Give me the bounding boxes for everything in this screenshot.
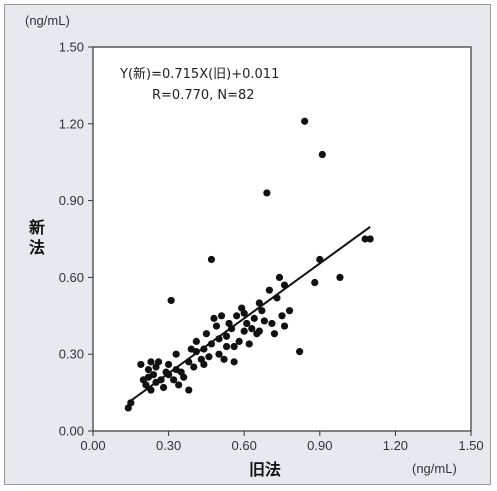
data-point [175, 381, 183, 389]
data-point [366, 235, 374, 243]
data-point [202, 330, 210, 338]
data-point [210, 314, 218, 322]
data-point [220, 355, 228, 363]
data-point [149, 371, 158, 379]
x-tick-label: 0.00 [80, 438, 105, 453]
data-point [159, 383, 168, 392]
data-point [260, 317, 268, 325]
data-point [280, 322, 289, 330]
y-tick-label: 0.00 [59, 424, 84, 439]
data-point [243, 319, 251, 328]
data-point [137, 360, 145, 369]
regression-line [127, 226, 371, 404]
regression-equation: Y(新)=0.715X(旧)+0.011 [119, 66, 279, 82]
y-tick-label: 0.30 [59, 347, 84, 362]
y-tick-label: 0.60 [59, 270, 84, 285]
data-point [336, 273, 344, 281]
data-point [255, 327, 263, 335]
data-point [230, 342, 238, 351]
data-point [245, 340, 253, 348]
data-point [240, 327, 248, 335]
data-point [172, 350, 180, 358]
data-point [217, 312, 226, 320]
data-point [222, 332, 231, 340]
data-point [240, 309, 248, 317]
data-point [275, 273, 284, 281]
data-point [142, 381, 150, 389]
data-point [154, 358, 163, 366]
data-point [207, 255, 216, 264]
data-point [233, 312, 241, 320]
data-point [301, 117, 309, 125]
data-point [311, 278, 319, 287]
data-point [255, 299, 263, 307]
data-point [185, 386, 193, 394]
y-axis-title-char-2: 法 [29, 238, 45, 257]
y-tick-label: 1.20 [59, 116, 84, 131]
data-point [205, 353, 213, 361]
data-points [124, 117, 374, 412]
data-point [296, 348, 304, 356]
y-axis-title-char-1: 新 [29, 218, 45, 237]
data-point [147, 358, 155, 366]
data-point [187, 345, 195, 353]
data-point [200, 360, 208, 369]
data-point [361, 235, 369, 243]
plot-area [92, 46, 472, 432]
x-tick-label: 0.60 [232, 438, 257, 453]
data-point [192, 337, 200, 345]
data-point [222, 342, 231, 351]
x-tick-label: 1.20 [383, 438, 408, 453]
data-point [265, 286, 273, 294]
y-unit-label: (ng/mL) [25, 13, 70, 28]
data-point [318, 150, 326, 159]
data-point [212, 322, 221, 330]
y-tick-label: 1.50 [59, 40, 84, 55]
data-point [250, 314, 258, 322]
chart-frame: (ng/mL) (ng/mL) 旧法 新 法 Y(新)=0.715X(旧)+0.… [4, 4, 491, 485]
data-point [165, 360, 173, 369]
data-point [230, 358, 238, 366]
x-unit-label: (ng/mL) [412, 461, 457, 476]
data-point [207, 340, 216, 348]
x-axis-title: 旧法 [249, 460, 281, 479]
data-point [235, 337, 243, 345]
data-point [248, 325, 256, 333]
x-tick-label: 0.30 [156, 438, 181, 453]
data-point [258, 307, 266, 315]
data-point [263, 189, 271, 197]
data-point [167, 296, 175, 305]
y-axis-title: 新 法 [29, 218, 45, 257]
data-point [215, 350, 223, 358]
data-point [190, 363, 198, 371]
data-point [268, 319, 276, 328]
x-tick-label: 1.50 [458, 438, 483, 453]
x-axis: 0.00 0.30 0.60 0.90 1.20 1.50 [80, 431, 484, 453]
scatter-chart: (ng/mL) (ng/mL) 旧法 新 法 Y(新)=0.715X(旧)+0.… [25, 13, 484, 479]
data-point [144, 365, 153, 374]
data-point [180, 373, 188, 381]
data-point [170, 376, 178, 384]
y-axis: 0.00 0.30 0.60 0.90 1.20 1.50 [59, 40, 93, 439]
x-tick-label: 0.90 [307, 438, 332, 453]
data-point [270, 330, 279, 338]
data-point [285, 307, 294, 315]
regression-stats: R=0.770, N=82 [152, 88, 255, 103]
data-point [278, 312, 286, 320]
y-tick-label: 0.90 [59, 193, 84, 208]
